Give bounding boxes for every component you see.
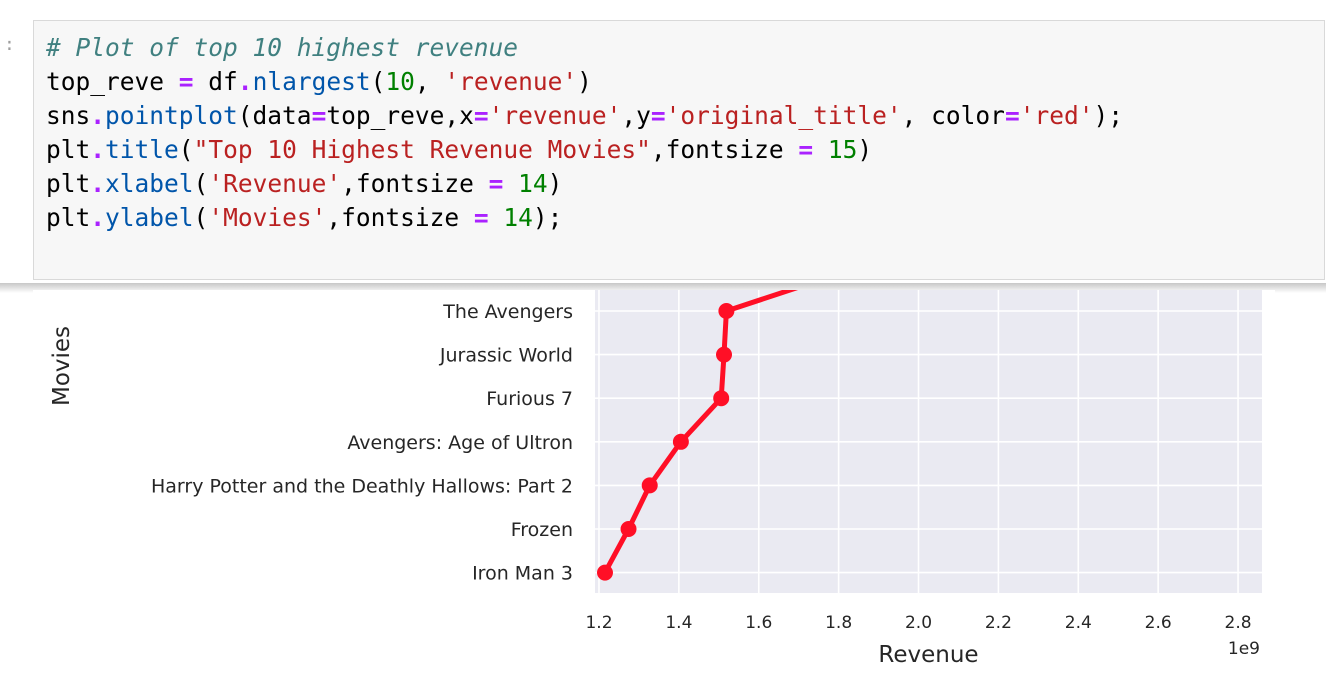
code-token: xlabel	[105, 169, 194, 198]
x-tick-label: 1.4	[665, 613, 692, 633]
code-token: top_reve	[46, 67, 179, 96]
code-token: )	[857, 135, 873, 164]
x-tick-label: 1.2	[585, 613, 612, 633]
y-tick-label: Furious 7	[486, 388, 573, 410]
code-token: sns	[46, 101, 91, 130]
code-token: );	[532, 203, 563, 232]
y-tick-label: Iron Man 3	[472, 563, 573, 585]
code-token: 15	[827, 135, 858, 164]
code-token	[813, 135, 828, 164]
data-point-1	[716, 346, 733, 363]
code-token: (	[370, 67, 386, 96]
code-token: =	[178, 67, 194, 96]
code-token: plt	[46, 203, 91, 232]
code-token: =	[488, 169, 504, 198]
code-token: ,y	[621, 101, 651, 130]
code-token: )	[547, 169, 563, 198]
code-token	[503, 169, 518, 198]
code-token: df	[193, 67, 238, 96]
code-token: (	[193, 169, 209, 198]
x-tick-label: 2.0	[905, 613, 932, 633]
code-line: top_reve = df.nlargest(10, 'revenue')	[46, 67, 592, 96]
code-token: 10	[385, 67, 415, 96]
code-token: 'original_title'	[665, 101, 902, 130]
code-line: plt.ylabel('Movies',fontsize = 14);	[46, 203, 562, 232]
y-tick-label: Avengers: Age of Ultron	[347, 432, 573, 454]
x-tick-label: 2.6	[1145, 613, 1172, 633]
code-token: .	[90, 203, 106, 232]
code-token: pointplot	[105, 101, 238, 130]
code-line: sns.pointplot(data=top_reve,x='revenue',…	[46, 101, 1123, 130]
code-token: .	[90, 135, 106, 164]
code-token: );	[1093, 101, 1123, 130]
code-token: ,fontsize	[650, 135, 799, 164]
code-token: .	[90, 101, 106, 130]
data-point-0	[718, 303, 735, 319]
pointplot-chart: The Avengers Jurassic World Furious 7 Aveng…	[49, 290, 1262, 668]
code-line: plt.title("Top 10 Highest Revenue Movies…	[46, 135, 872, 164]
code-token: title	[105, 135, 179, 164]
code-text[interactable]: # Plot of top 10 highest revenue top_rev…	[46, 31, 1123, 235]
x-tick-label: 2.4	[1065, 613, 1092, 633]
data-point-5	[620, 521, 637, 537]
data-point-4	[641, 477, 658, 494]
data-point-3	[672, 433, 689, 450]
code-token: , color	[901, 101, 1005, 130]
y-tick-label: Jurassic World	[439, 345, 573, 367]
data-point-2	[713, 390, 730, 407]
code-token: .	[237, 67, 253, 96]
code-token: ,fontsize	[326, 203, 474, 232]
code-token: 'revenue'	[444, 67, 578, 96]
cell-prompt: :	[4, 34, 15, 55]
code-token: # Plot of top 10 highest revenue	[46, 33, 519, 62]
x-tick-label: 2.2	[985, 613, 1012, 633]
code-line: # Plot of top 10 highest revenue	[46, 33, 518, 62]
output-scroll-shadow	[0, 283, 1326, 293]
code-token: =	[311, 101, 327, 130]
code-token: .	[90, 169, 106, 198]
x-axis-label: Revenue	[878, 642, 978, 668]
x-tick-label: 1.6	[745, 613, 772, 633]
code-token: ,	[414, 67, 445, 96]
y-axis-label: Movies	[49, 326, 75, 406]
code-token: (	[178, 135, 194, 164]
code-token: 'red'	[1019, 101, 1094, 130]
code-token: 'revenue'	[488, 101, 622, 130]
code-token: 'Revenue'	[208, 169, 342, 198]
code-token: (data	[237, 101, 312, 130]
code-token: =	[650, 101, 666, 130]
code-token: nlargest	[252, 67, 371, 96]
code-token: =	[473, 203, 489, 232]
code-token: plt	[46, 169, 91, 198]
code-token: 14	[503, 203, 533, 232]
y-tick-label: Harry Potter and the Deathly Hallows: Pa…	[151, 475, 573, 497]
y-tick-label: Frozen	[511, 519, 573, 541]
code-line: plt.xlabel('Revenue',fontsize = 14)	[46, 169, 562, 198]
x-offset-label: 1e9	[1228, 639, 1260, 659]
x-tick-label: 1.8	[825, 613, 852, 633]
code-token: top_reve,x	[326, 101, 474, 130]
data-point-6	[596, 564, 613, 581]
x-tick-label: 2.8	[1225, 613, 1252, 633]
code-token: )	[577, 67, 592, 96]
code-token: 'Movies'	[208, 203, 327, 232]
code-token: =	[473, 101, 489, 130]
code-token: ,fontsize	[341, 169, 489, 198]
code-token: =	[798, 135, 814, 164]
code-token: "Top 10 Highest Revenue Movies"	[193, 135, 651, 164]
code-token: =	[1004, 101, 1020, 130]
code-token: 14	[518, 169, 548, 198]
code-token: ylabel	[105, 203, 194, 232]
y-tick-label: The Avengers	[442, 301, 573, 323]
output-area[interactable]: The Avengers Jurassic World Furious 7 Aveng…	[33, 290, 1275, 676]
code-token	[489, 203, 504, 232]
code-cell-editor[interactable]: # Plot of top 10 highest revenue top_rev…	[33, 20, 1325, 280]
code-token: (	[193, 203, 209, 232]
code-token: plt	[46, 135, 91, 164]
